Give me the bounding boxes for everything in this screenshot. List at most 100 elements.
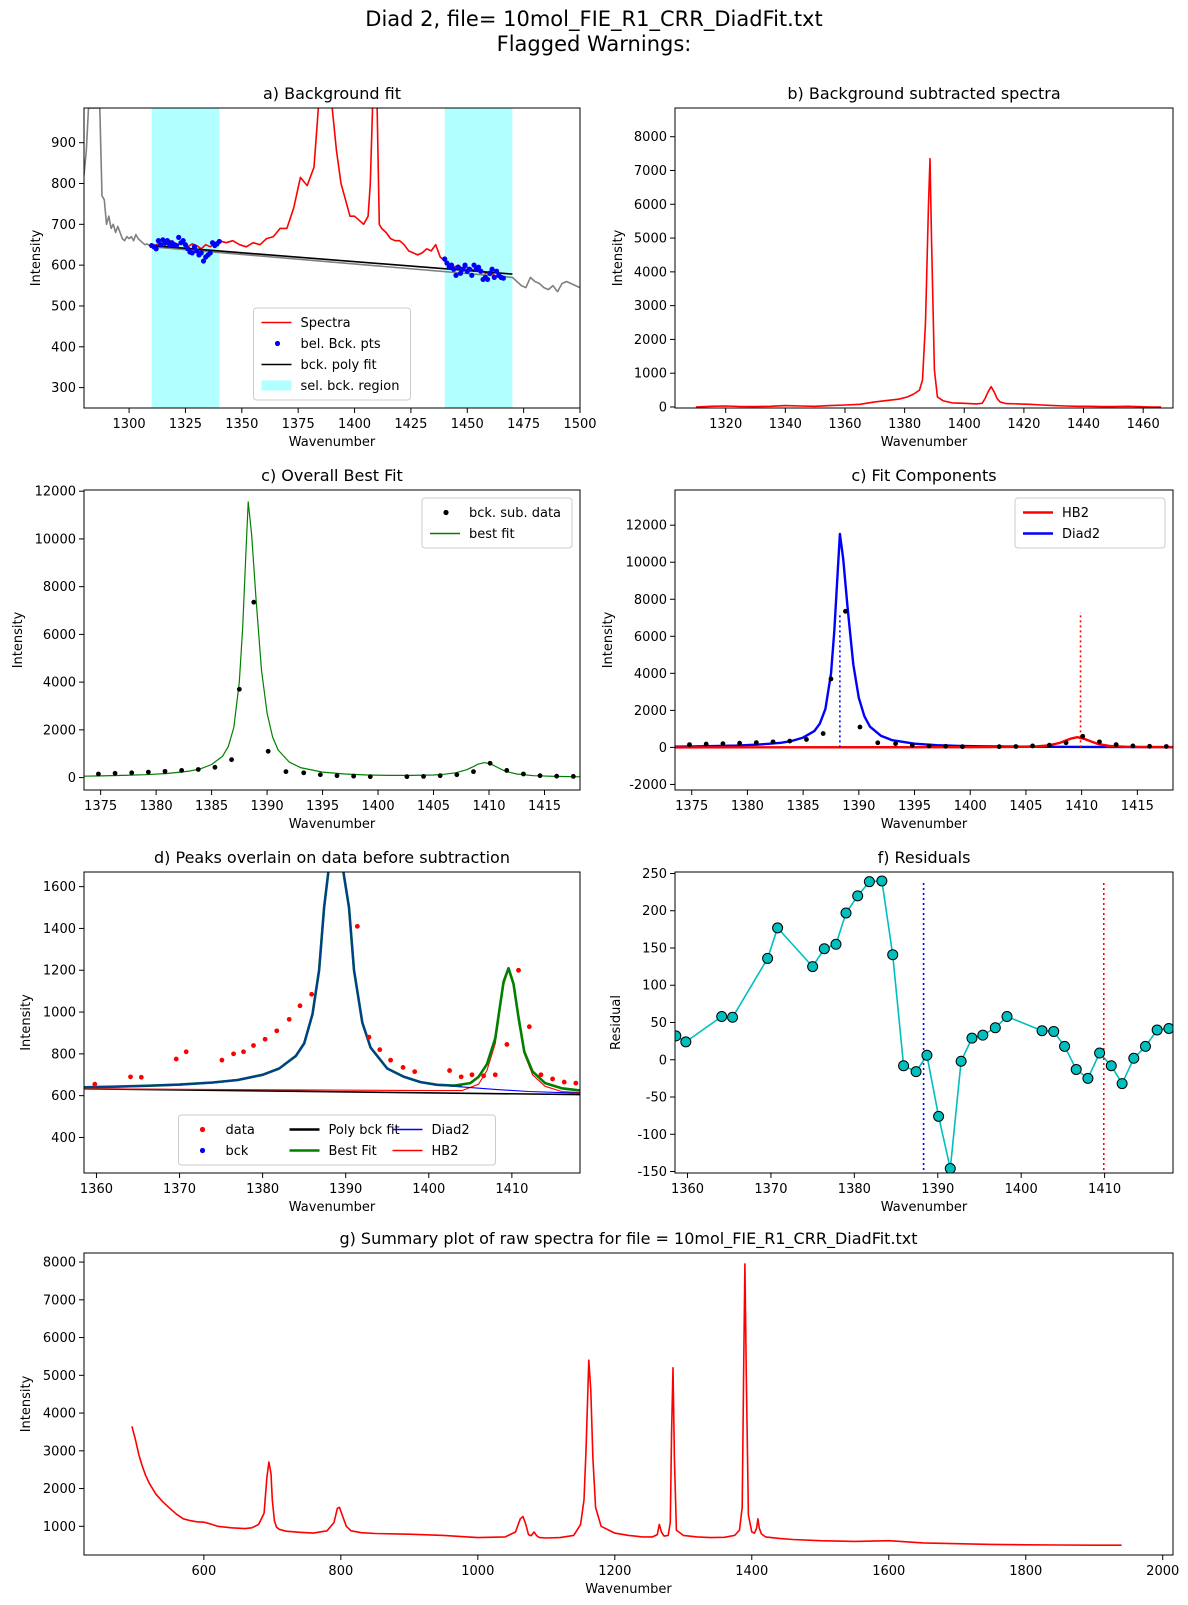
x-tick-label: 1380 [838,1182,871,1197]
y-tick-label: 500 [51,299,76,314]
data-point [458,1074,464,1080]
bck-point [487,270,493,276]
x-axis-label: Wavenumber [881,435,968,450]
bck-point [460,266,466,272]
x-tick-label: 1440 [1067,417,1100,432]
axes-frame-c1 [83,489,581,791]
data-point [138,1074,144,1080]
residual-point [989,1022,1001,1034]
residual-point [1059,1040,1071,1052]
residual-point [1048,1025,1060,1037]
x-tick-label: 1390 [921,1182,954,1197]
panel-g: 600 800 1000 1200 1400 1600 1800 2000 1000 2000 30… [19,1229,1179,1597]
residual-point [977,1029,989,1041]
x-tick-label: 1000 [461,1564,494,1579]
data-point [251,599,257,605]
residual-point [830,938,842,950]
legend-label: Diad2 [432,1123,470,1138]
x-tick-label: 1400 [735,1564,768,1579]
data-point [274,1028,280,1034]
residual-point [1128,1052,1140,1064]
x-tick-label: 1375 [84,799,117,814]
legend-label: HB2 [1062,506,1089,521]
x-tick-label: 1420 [1007,417,1040,432]
residual-point [840,907,852,919]
axes-frame-a [83,107,581,409]
y-tick-label: 50 [650,1016,667,1031]
data-point [145,769,151,775]
y-tick-label: 3000 [634,299,667,314]
y-axis-label: Intensity [611,229,626,286]
x-tick-label: 1800 [1009,1564,1042,1579]
panels: 1300 1325 1350 1375 1400 1425 1450 1475 15003004… [11,84,1179,1597]
bck-point [200,258,207,264]
x-tick-label: 1340 [769,417,802,432]
bck-point [457,270,464,276]
y-axis-label: Intensity [29,229,44,286]
legend-label: sel. bck. region [301,379,400,394]
y-tick-label: 10000 [35,532,76,547]
residual-point [933,1110,945,1122]
figure-title: Diad 2, file= 10mol_FIE_R1_CRR_DiadFit.t… [365,7,822,32]
legend-label: bck [226,1144,249,1159]
bck-point [189,250,195,256]
x-tick-label: 1390 [329,1182,362,1197]
data-point [265,748,271,754]
legend-label: Best Fit [329,1144,377,1159]
data-point [1113,742,1119,748]
y-tick-label: 0 [659,400,667,415]
x-tick-label: 1425 [394,417,427,432]
legend-label: bck. sub. data [469,506,561,521]
y-tick-label: 1000 [43,1006,76,1021]
series-line-residual [675,880,1173,1170]
legend-marker [274,340,281,347]
data-point [538,1072,544,1078]
bck-point [176,234,182,240]
data-point [843,608,848,614]
data-point [297,1003,303,1009]
data-point [212,764,218,770]
x-tick-label: 1395 [898,799,931,814]
x-tick-label: 1380 [246,1182,279,1197]
series-line-diad2 [675,532,1173,749]
residual-point [680,1036,692,1048]
data-point [236,686,242,692]
residual-point [863,876,875,888]
data-point [1130,743,1136,749]
plot-area-f [675,875,1173,1173]
bck-point [153,246,159,252]
y-axis-label: Intensity [11,611,26,668]
residual-point [910,1066,922,1078]
data-point [521,771,526,777]
bck-point [455,264,461,270]
residual-point [1094,1047,1106,1059]
data-point [251,1043,256,1048]
x-tick-label: 1415 [1121,799,1154,814]
x-tick-label: 1380 [140,799,173,814]
data-point [351,773,357,779]
data-point [504,1042,510,1047]
x-tick-label: 1395 [306,799,339,814]
x-tick-label: 1360 [671,1182,704,1197]
x-tick-label: 1460 [1127,417,1160,432]
data-point [421,773,426,779]
residual-point [1070,1063,1082,1075]
bck-point [451,266,457,272]
y-tick-label: 700 [51,218,76,233]
y-axis-label: Residual [609,995,624,1050]
x-axis-label: Wavenumber [585,1582,672,1597]
data-point [770,739,776,745]
data-point [737,740,743,746]
data-point [703,741,709,747]
x-tick-label: 1400 [1005,1182,1038,1197]
data-point [526,1024,532,1030]
y-tick-label: 0 [68,771,76,786]
y-tick-label: 0 [659,1053,667,1068]
panel-f: 1360 1370 1380 1390 1400 1410 -150 -100 -50 0 50 10… [609,848,1174,1215]
bck-point [471,262,477,268]
data-point [454,772,460,778]
y-tick-label: 2000 [43,1482,76,1497]
data-point [720,741,726,747]
bck-point [466,266,473,272]
data-point [1097,739,1102,745]
